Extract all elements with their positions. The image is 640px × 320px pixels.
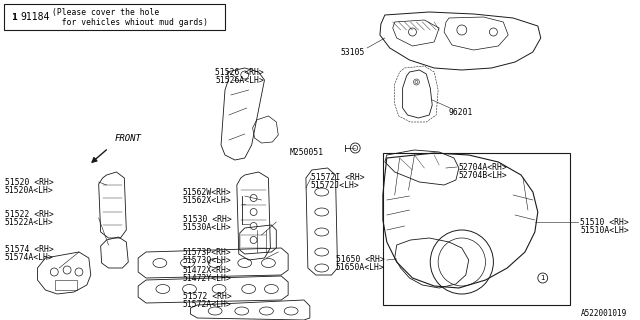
Text: 51526 <RH>: 51526 <RH> xyxy=(215,68,264,77)
Text: 51650A<LH>: 51650A<LH> xyxy=(335,263,384,272)
Text: 51572A<LH>: 51572A<LH> xyxy=(182,300,231,309)
Text: 52704B<LH>: 52704B<LH> xyxy=(459,171,508,180)
Text: 51520A<LH>: 51520A<LH> xyxy=(5,186,54,195)
Text: 51520 <RH>: 51520 <RH> xyxy=(5,178,54,187)
Text: 51574A<LH>: 51574A<LH> xyxy=(5,253,54,262)
Text: M250051: M250051 xyxy=(290,148,324,157)
Text: 51530 <RH>: 51530 <RH> xyxy=(182,215,231,224)
Bar xyxy=(4,4,225,30)
Text: 52704A<RH>: 52704A<RH> xyxy=(459,163,508,172)
Text: A522001019: A522001019 xyxy=(581,309,628,318)
Text: 51522 <RH>: 51522 <RH> xyxy=(5,210,54,219)
Text: 53105: 53105 xyxy=(340,48,365,57)
Text: FRONT: FRONT xyxy=(115,134,141,143)
Text: 51573P<RH>: 51573P<RH> xyxy=(182,248,231,257)
Text: 51650 <RH>: 51650 <RH> xyxy=(335,255,384,264)
Text: 51510 <RH>: 51510 <RH> xyxy=(580,218,629,227)
Text: 51562W<RH>: 51562W<RH> xyxy=(182,188,231,197)
Text: 51574 <RH>: 51574 <RH> xyxy=(5,245,54,254)
Text: for vehicles whiout mud gards): for vehicles whiout mud gards) xyxy=(52,18,208,27)
Bar xyxy=(383,153,570,305)
Text: 91184: 91184 xyxy=(21,12,50,22)
Text: 51572 <RH>: 51572 <RH> xyxy=(182,292,231,301)
Text: 51472Y<LH>: 51472Y<LH> xyxy=(182,274,231,283)
Text: 51526A<LH>: 51526A<LH> xyxy=(215,76,264,85)
Bar xyxy=(55,280,77,290)
Text: 51510A<LH>: 51510A<LH> xyxy=(580,226,629,235)
Text: 51562X<LH>: 51562X<LH> xyxy=(182,196,231,205)
Text: 51572J<LH>: 51572J<LH> xyxy=(311,181,360,190)
Text: (Please cover the hole: (Please cover the hole xyxy=(52,7,159,17)
Text: 96201: 96201 xyxy=(449,108,474,117)
Text: 1: 1 xyxy=(11,12,17,21)
Text: 51522A<LH>: 51522A<LH> xyxy=(5,218,54,227)
Text: 1: 1 xyxy=(541,275,545,281)
Text: 51572I <RH>: 51572I <RH> xyxy=(311,173,364,182)
Text: 51573Q<LH>: 51573Q<LH> xyxy=(182,256,231,265)
Text: 51472X<RH>: 51472X<RH> xyxy=(182,266,231,275)
Text: 51530A<LH>: 51530A<LH> xyxy=(182,223,231,232)
